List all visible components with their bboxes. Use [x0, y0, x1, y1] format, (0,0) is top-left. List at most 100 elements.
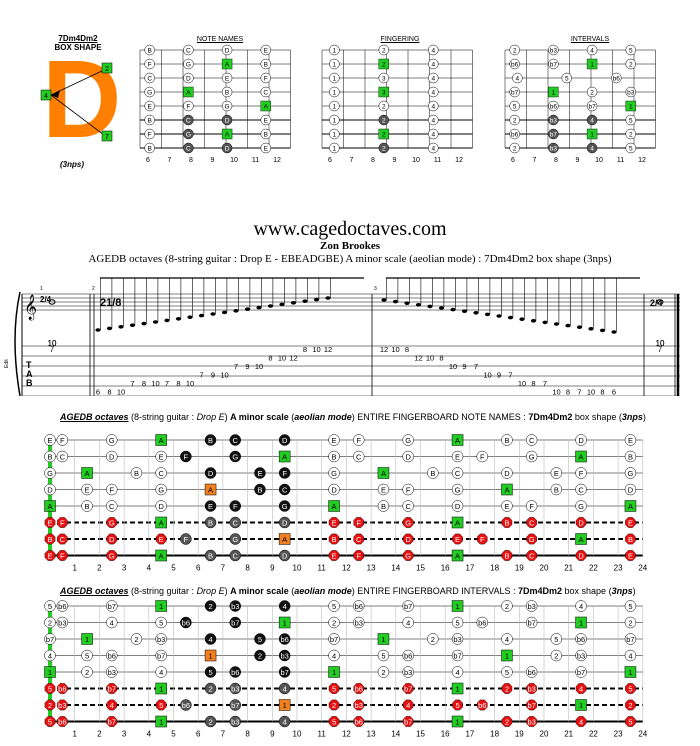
- fingerboard-intervals-title: AGEDB octaves (8-string guitar : Drop E)…: [60, 586, 700, 596]
- mini-fret-number: 6: [511, 157, 515, 164]
- mini-note-label: b3: [550, 146, 558, 153]
- note-label: G: [158, 485, 164, 494]
- note-label: 4: [406, 701, 410, 710]
- mini-note-marker: [329, 128, 340, 140]
- note-label: B: [430, 469, 435, 478]
- note-label: 2: [628, 701, 632, 710]
- note-marker: [229, 715, 241, 728]
- fret-number: 17: [465, 564, 474, 573]
- tab-number: 8: [268, 354, 272, 363]
- notehead: [95, 328, 101, 332]
- fret-number: 3: [122, 564, 127, 573]
- fret-number: 2: [97, 730, 102, 739]
- fret-number: 8: [245, 730, 250, 739]
- note-marker: [575, 649, 587, 662]
- note-marker: [402, 600, 414, 612]
- mini-note-label: b3: [550, 48, 558, 55]
- note-marker: [204, 666, 217, 678]
- root-marker: [451, 549, 464, 562]
- note-label: B: [628, 535, 633, 544]
- mini-fret-number: 12: [638, 157, 646, 164]
- tab-number: 10: [426, 354, 434, 363]
- note-label: D: [455, 502, 461, 511]
- mini-note-marker: [428, 114, 439, 126]
- note-label: 1: [455, 717, 459, 726]
- note-marker: [106, 483, 118, 496]
- tab-number: 10: [48, 339, 57, 348]
- low-string-marker: [353, 716, 364, 727]
- notehead: [267, 304, 274, 308]
- note-label: 1: [208, 651, 212, 660]
- mini-title-intervals: INTERVALS: [570, 36, 610, 43]
- note-marker: [106, 450, 118, 463]
- note-marker: [525, 450, 538, 463]
- fret-number: 7: [221, 730, 226, 739]
- mini-root-marker: [586, 128, 598, 140]
- note-marker: [254, 649, 266, 662]
- tab-number: 9: [211, 371, 215, 380]
- root-marker: [155, 549, 167, 562]
- note-label: E: [332, 436, 337, 445]
- note-label: D: [158, 502, 164, 511]
- root-marker: [155, 715, 167, 728]
- mini-note-marker: [586, 44, 598, 56]
- notehead: [496, 314, 502, 318]
- mini-fret-number: 6: [328, 157, 332, 164]
- tab-number: 8: [303, 345, 307, 354]
- root-marker: [328, 666, 340, 678]
- tab-number: 7: [199, 371, 203, 380]
- note-label: 4: [455, 668, 459, 677]
- note-label: 2: [505, 602, 509, 611]
- root-marker: [451, 434, 464, 446]
- note-marker: [575, 666, 587, 678]
- mini-note-label: B: [148, 118, 152, 125]
- low-string-marker: [353, 517, 364, 528]
- mini-note-marker: [509, 44, 520, 56]
- notehead: [106, 326, 113, 331]
- mini-note-label: F: [148, 62, 152, 69]
- note-label: D: [109, 535, 115, 544]
- fret-number: 22: [589, 564, 598, 573]
- tab-number: 7: [50, 345, 55, 354]
- note-label: C: [282, 485, 288, 494]
- note-label: b6: [404, 651, 412, 660]
- mini-fret-number: 12: [273, 157, 281, 164]
- note-marker: [130, 633, 143, 645]
- mini-note-label: b6: [511, 132, 519, 139]
- fingerboard-notes-title: AGEDB octaves (8-string guitar : Drop E)…: [60, 412, 700, 422]
- mini-note-label: 4: [590, 48, 594, 55]
- fret-number: 4: [147, 730, 152, 739]
- note-label: B: [381, 502, 386, 511]
- marker-4-label: 4: [44, 93, 48, 100]
- mini-note-label: B: [264, 62, 268, 69]
- fret-number: 3: [122, 730, 127, 739]
- mini-note-label: 2: [513, 118, 517, 125]
- note-label: b7: [453, 651, 461, 660]
- note-label: D: [282, 551, 288, 560]
- note-marker: [229, 600, 241, 612]
- note-label: E: [159, 535, 164, 544]
- note-marker: [229, 699, 241, 711]
- fret-number: 5: [171, 730, 176, 739]
- mini-note-label: F: [148, 132, 152, 139]
- mini-note-marker: [625, 142, 637, 154]
- note-label: 4: [332, 651, 336, 660]
- note-marker: [525, 600, 538, 612]
- note-label: F: [480, 535, 485, 544]
- mini-note-marker: [329, 72, 340, 84]
- mini-note-label: 1: [552, 90, 556, 97]
- mini-note-label: D: [225, 48, 230, 55]
- note-marker: [402, 649, 414, 662]
- mini-note-marker: [548, 44, 559, 56]
- tab-letter: T: [26, 360, 32, 370]
- note-label: F: [406, 485, 411, 494]
- note-marker: [278, 600, 291, 612]
- note-label: b7: [108, 602, 116, 611]
- tab-number: 12: [289, 354, 297, 363]
- note-marker: [402, 483, 414, 496]
- note-label: 4: [505, 635, 509, 644]
- mini-note-marker: [183, 44, 194, 56]
- note-marker: [278, 682, 291, 695]
- mini-fret-number: 11: [252, 157, 259, 164]
- root-marker: [451, 516, 464, 529]
